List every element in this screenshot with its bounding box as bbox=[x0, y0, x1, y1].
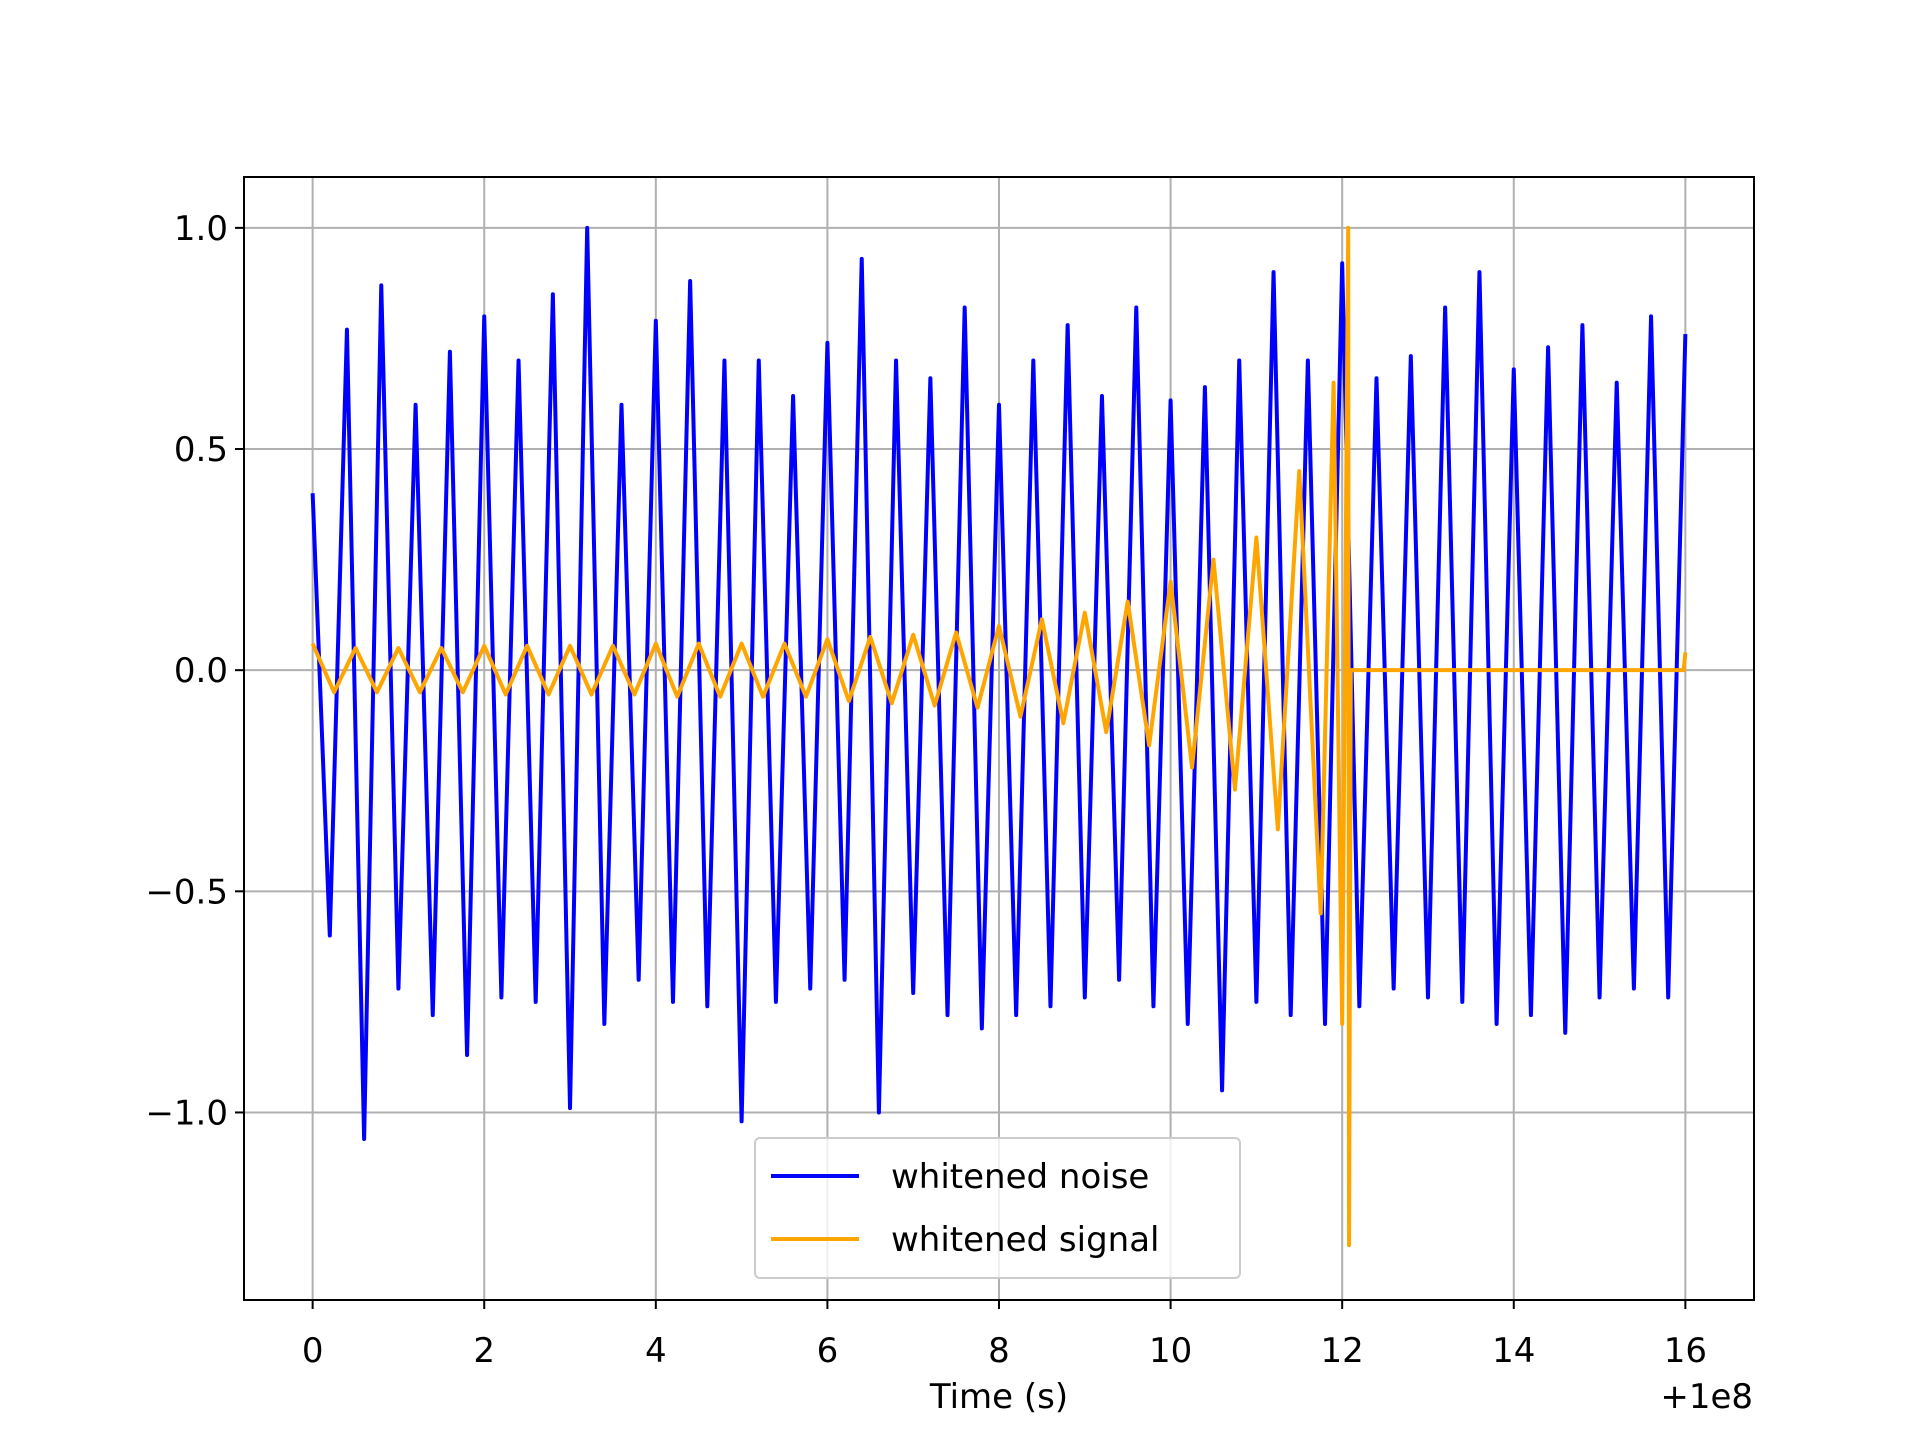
legend-box bbox=[754, 1137, 1241, 1279]
x-tick-label: 4 bbox=[645, 1331, 667, 1371]
y-tick-label: 0.0 bbox=[174, 651, 228, 691]
y-tick-label: −0.5 bbox=[145, 872, 228, 912]
y-tick-label: 1.0 bbox=[174, 209, 228, 249]
x-tick-label: 0 bbox=[302, 1331, 324, 1371]
legend-label: whitened signal bbox=[891, 1220, 1159, 1260]
x-axis-label: Time (s) bbox=[929, 1377, 1068, 1417]
series-line bbox=[310, 225, 1688, 1248]
plot-lines bbox=[310, 225, 1688, 1248]
grid bbox=[244, 177, 1754, 1300]
x-tick-label: 14 bbox=[1492, 1331, 1535, 1371]
x-tick-label: 6 bbox=[817, 1331, 839, 1371]
y-tick-label: 0.5 bbox=[174, 430, 228, 470]
x-tick-label: 10 bbox=[1149, 1331, 1192, 1371]
legend-label: whitened noise bbox=[891, 1157, 1149, 1197]
x-tick-label: 12 bbox=[1321, 1331, 1364, 1371]
ticks: 0 2 4 6 8 10 12 14 16 −1.0 −0.5 0.0 0.5 1.0 bbox=[145, 209, 1707, 1371]
x-tick-label: 2 bbox=[473, 1331, 495, 1371]
legend: whitened noise whitened signal bbox=[754, 1137, 1241, 1279]
x-tick-label: 16 bbox=[1664, 1331, 1707, 1371]
y-tick-label: −1.0 bbox=[145, 1093, 228, 1133]
x-offset-label: +1e8 bbox=[1660, 1377, 1753, 1417]
series-line bbox=[310, 225, 1688, 1141]
x-tick-label: 8 bbox=[988, 1331, 1010, 1371]
